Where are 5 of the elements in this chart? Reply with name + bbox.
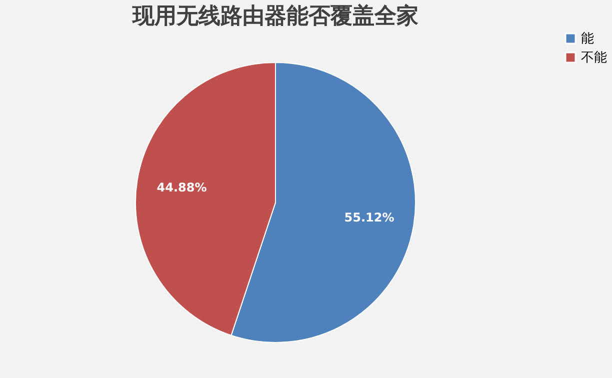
data-label: 44.88%: [156, 180, 207, 194]
legend-label: 不能: [581, 50, 607, 66]
legend-label: 能: [581, 32, 594, 46]
chart-title: 现用无线路由器能否覆盖全家: [132, 3, 418, 29]
data-label: 55.12%: [344, 210, 394, 225]
